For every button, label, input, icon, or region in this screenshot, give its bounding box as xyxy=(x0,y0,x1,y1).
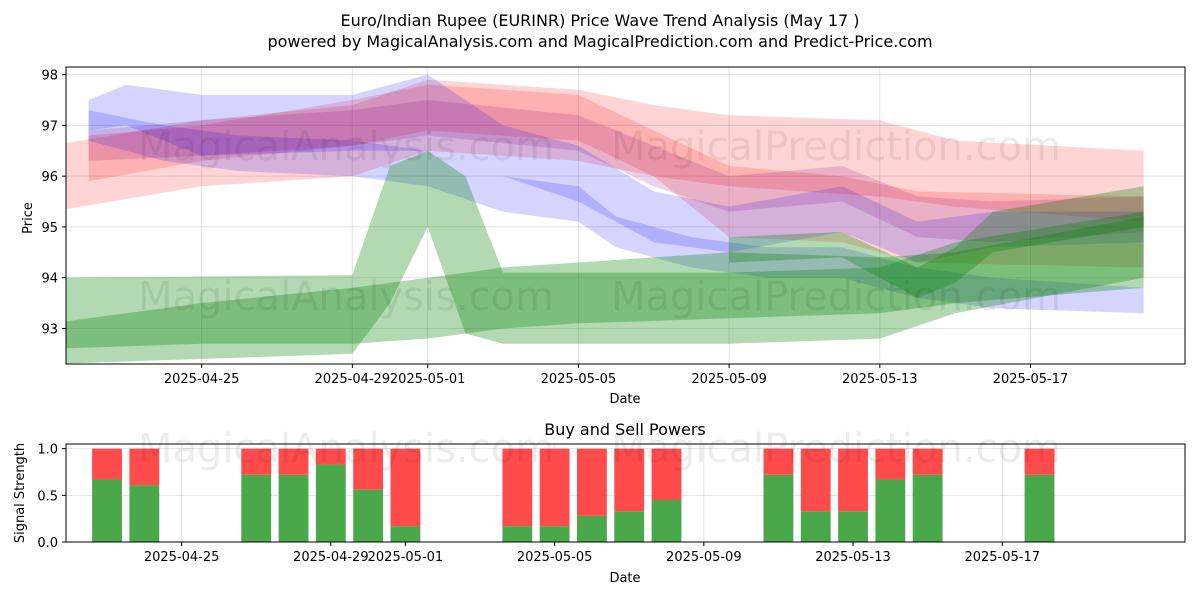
price-x-tick-label: 2025-04-29 xyxy=(315,372,391,387)
sell-power-bar xyxy=(1024,448,1055,475)
price-y-axis-label: Price xyxy=(21,202,36,234)
price-x-tick-label: 2025-05-13 xyxy=(842,372,918,387)
price-bands xyxy=(66,74,1144,364)
sell-power-bar xyxy=(875,448,906,480)
signal-x-tick-label: 2025-04-29 xyxy=(293,550,369,565)
price-band-red-0 xyxy=(66,79,1144,222)
price-band-blue-2 xyxy=(88,74,1144,263)
buy-power-bar xyxy=(912,474,943,542)
buy-power-bar xyxy=(92,479,122,542)
sell-power-bar xyxy=(92,448,122,480)
chart-title-line1: Euro/Indian Rupee (EURINR) Price Wave Tr… xyxy=(340,11,859,30)
sell-power-bar xyxy=(651,448,682,500)
price-x-tick-label: 2025-05-17 xyxy=(993,372,1069,387)
sell-power-bar xyxy=(800,448,831,512)
signal-y-axis-label: Signal Strength xyxy=(13,443,28,543)
sell-power-bar xyxy=(614,448,645,512)
watermark-right-top: MagicalPrediction.com xyxy=(611,124,1061,170)
signal-x-tick-label: 2025-05-13 xyxy=(815,550,891,565)
chart-title-line2: powered by MagicalAnalysis.com and Magic… xyxy=(267,32,932,51)
signal-axes-frame xyxy=(65,443,1186,543)
buy-power-bar xyxy=(1024,474,1055,542)
watermark-left-top: MagicalAnalysis.com xyxy=(138,124,554,170)
price-x-tick-label: 2025-05-09 xyxy=(691,372,767,387)
signal-panel: Buy and Sell Powers MagicalAnalysis.com … xyxy=(13,420,1186,586)
signal-y-tick-label: 1.0 xyxy=(37,443,58,458)
sell-power-bar xyxy=(763,448,794,475)
buy-power-bar xyxy=(502,526,533,542)
buy-power-bar xyxy=(614,511,645,542)
price-x-ticks: 2025-04-25 2025-04-29 2025-05-01 2025-05-05… xyxy=(164,364,1068,387)
watermark-right-signal: MagicalPrediction.com xyxy=(611,426,1061,472)
sell-power-bar xyxy=(129,448,160,486)
signal-y-tick-label: 0.5 xyxy=(37,489,58,504)
buy-power-bar xyxy=(390,526,421,542)
watermark-right-bottom: MagicalPrediction.com xyxy=(611,274,1061,320)
buy-power-bar xyxy=(875,479,906,542)
price-band-green-7 xyxy=(729,186,1144,298)
buy-power-bar xyxy=(577,515,607,542)
price-x-tick-label: 2025-04-25 xyxy=(164,372,240,387)
price-y-tick-label: 95 xyxy=(41,221,58,236)
buy-power-bar xyxy=(278,474,309,542)
sell-power-bar xyxy=(353,448,384,490)
signal-x-tick-label: 2025-05-17 xyxy=(964,550,1040,565)
price-x-axis-label: Date xyxy=(609,392,640,407)
buy-power-bar xyxy=(129,485,160,542)
sell-power-bar xyxy=(502,448,533,527)
price-band-purple-4 xyxy=(88,100,1144,243)
price-y-tick-label: 98 xyxy=(41,69,58,84)
price-band-red-1 xyxy=(88,84,1144,268)
sell-power-bar xyxy=(241,448,272,475)
sell-power-bar xyxy=(577,448,607,516)
price-band-blue-3 xyxy=(88,110,1144,314)
price-y-tick-label: 97 xyxy=(41,119,58,134)
price-y-ticks: 93 94 95 96 97 98 xyxy=(41,69,66,337)
sell-power-bar xyxy=(539,448,570,527)
price-band-green-5 xyxy=(66,150,1144,364)
watermark-left-bottom: MagicalAnalysis.com xyxy=(138,274,554,320)
buy-power-bar xyxy=(763,474,794,542)
buy-power-bar xyxy=(838,511,868,542)
signal-x-axis-label: Date xyxy=(609,571,640,586)
signal-x-tick-label: 2025-05-05 xyxy=(517,550,593,565)
price-y-tick-label: 94 xyxy=(41,272,58,287)
sell-power-bar xyxy=(390,448,421,527)
signal-x-tick-label: 2025-05-09 xyxy=(666,550,742,565)
signal-x-ticks: 2025-04-25 2025-04-29 2025-05-01 2025-05-05… xyxy=(144,542,1040,565)
price-band-green-6 xyxy=(66,216,1144,349)
sell-power-bar xyxy=(315,448,346,465)
buy-power-bar xyxy=(353,489,384,542)
buy-power-bar xyxy=(539,526,570,542)
buy-power-bar xyxy=(241,474,272,542)
buy-power-bar xyxy=(651,500,682,542)
buy-power-bar xyxy=(800,511,831,542)
price-band-group xyxy=(66,74,1144,364)
sell-power-bar xyxy=(838,448,868,512)
signal-x-tick-label: 2025-04-25 xyxy=(144,550,220,565)
price-axes-frame xyxy=(65,66,1186,365)
price-x-tick-label: 2025-05-01 xyxy=(390,372,466,387)
signal-y-ticks: 0.0 0.5 1.0 xyxy=(37,443,66,551)
signal-panel-title: Buy and Sell Powers xyxy=(544,420,706,439)
signal-bars xyxy=(92,448,1055,542)
signal-x-tick-label: 2025-05-01 xyxy=(368,550,444,565)
price-grid xyxy=(66,67,1185,364)
sell-power-bar xyxy=(912,448,943,475)
price-x-tick-label: 2025-05-05 xyxy=(541,372,617,387)
signal-y-tick-label: 0.0 xyxy=(37,536,58,551)
watermark-left-signal: MagicalAnalysis.com xyxy=(138,426,554,472)
buy-power-bar xyxy=(315,464,346,542)
price-panel: MagicalAnalysis.com MagicalPrediction.co… xyxy=(21,66,1186,407)
price-y-tick-label: 96 xyxy=(41,170,58,185)
sell-power-bar xyxy=(278,448,309,475)
price-y-tick-label: 93 xyxy=(41,322,58,337)
